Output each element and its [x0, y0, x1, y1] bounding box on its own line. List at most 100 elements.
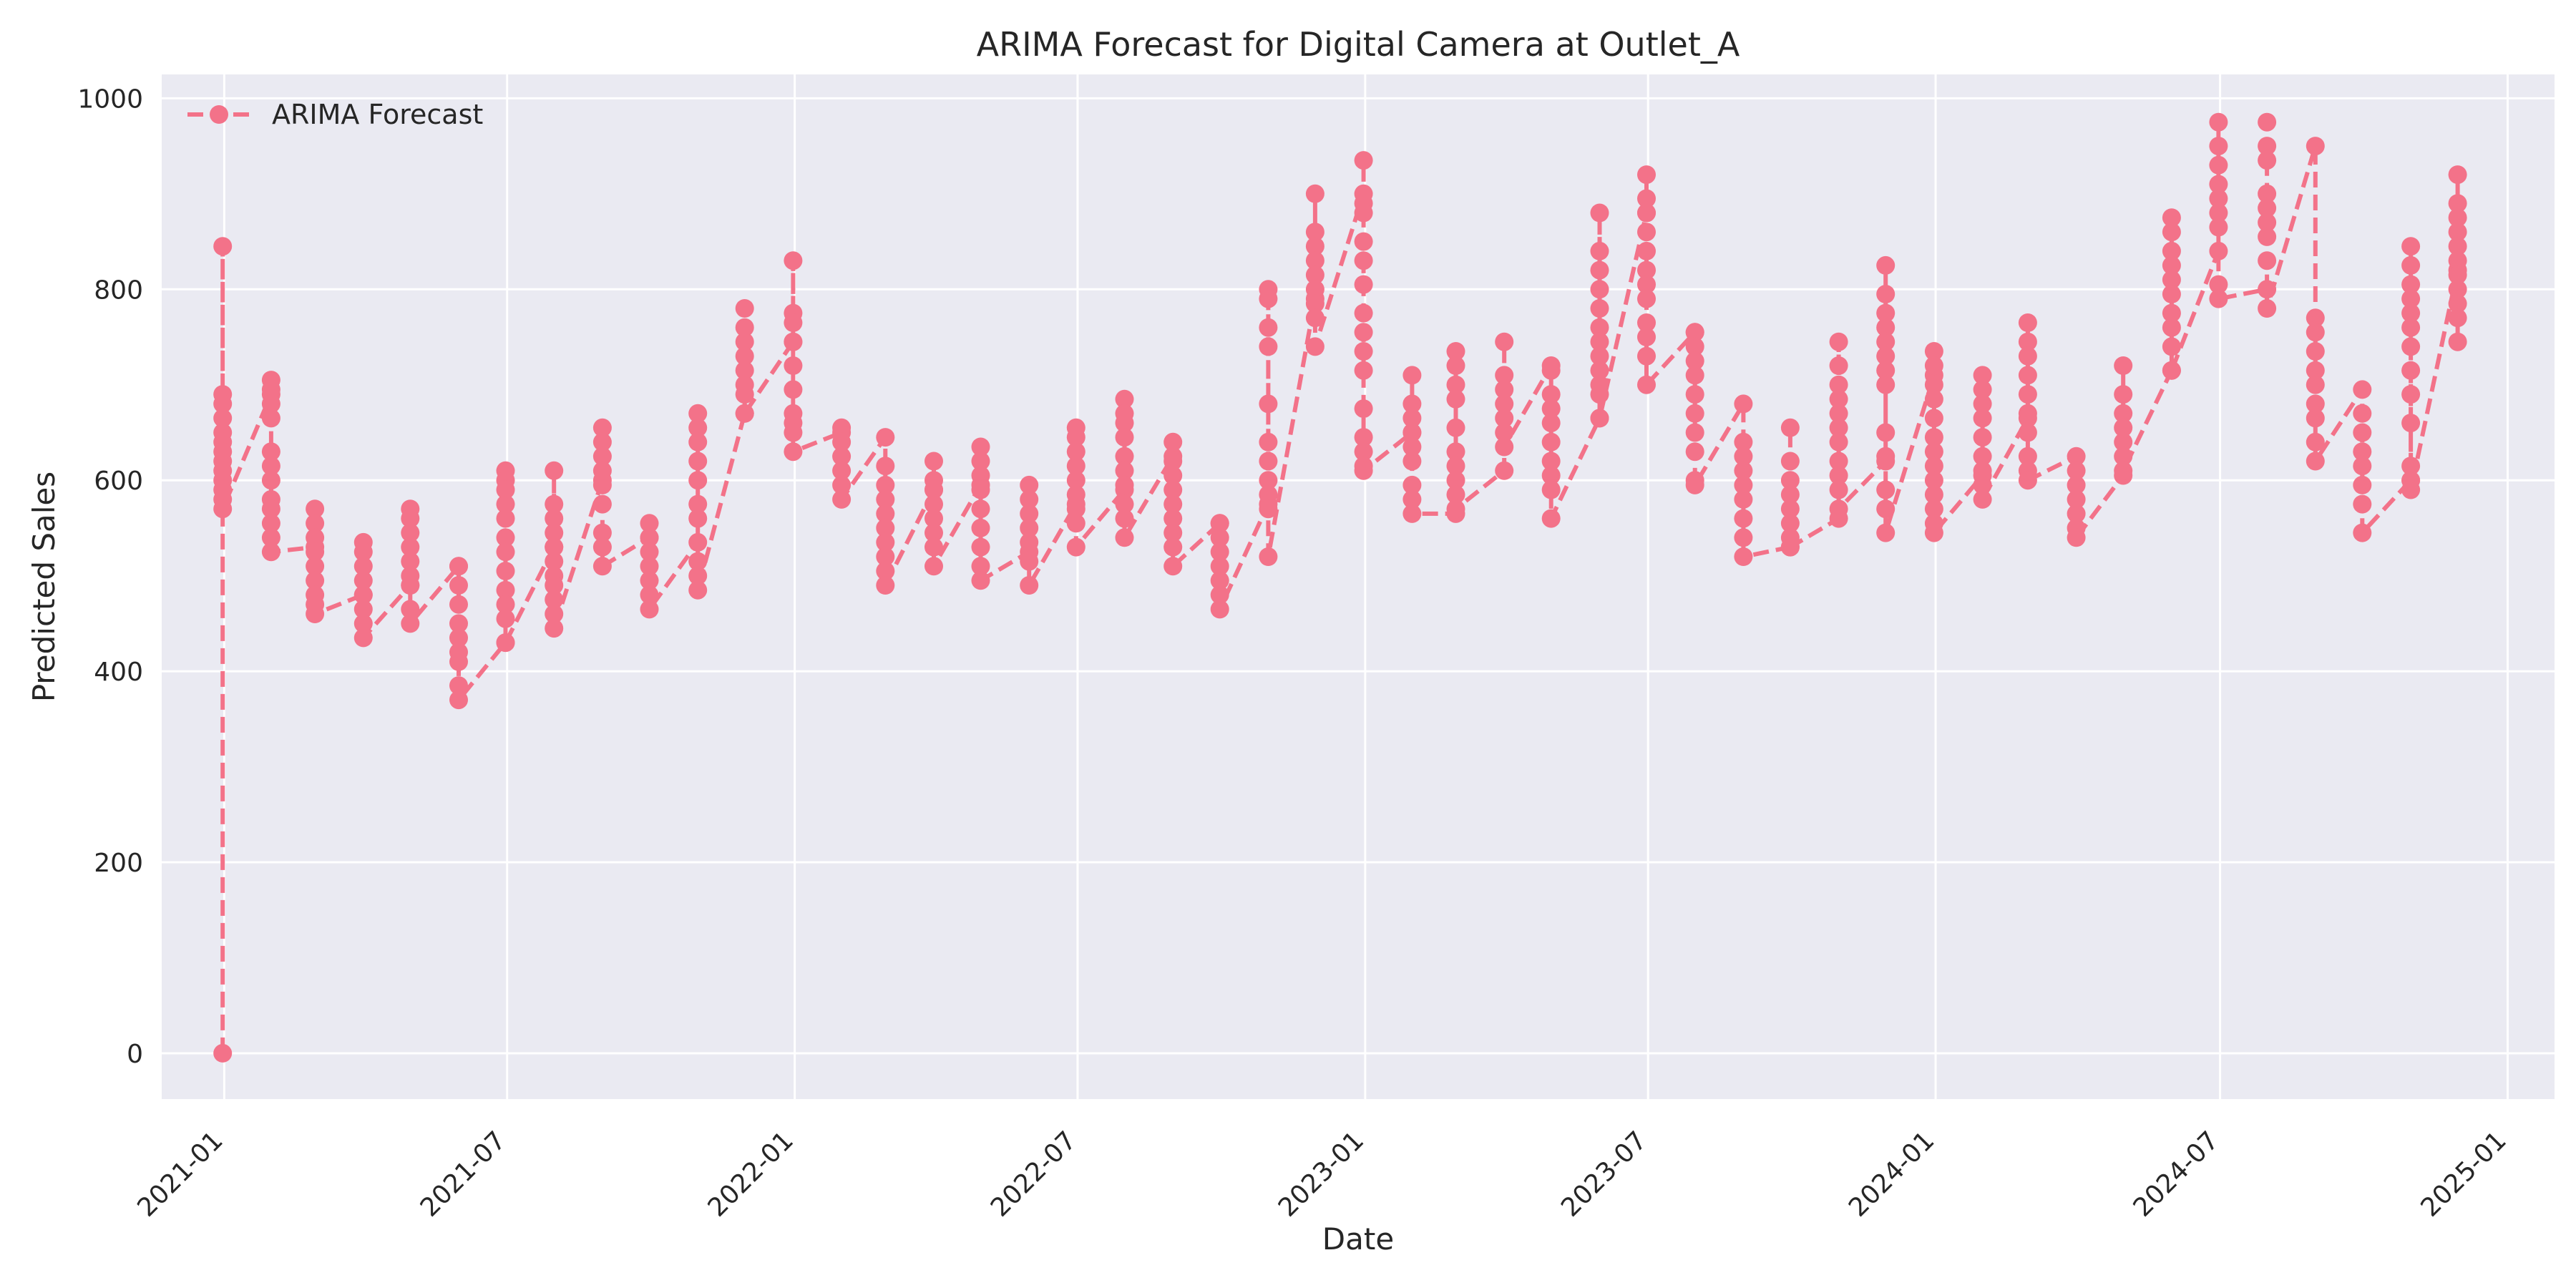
data-point: [2067, 528, 2086, 547]
data-point: [1495, 437, 1514, 457]
data-point: [1973, 380, 1992, 399]
data-point: [784, 313, 803, 332]
data-point: [1590, 385, 1609, 404]
data-point: [1590, 332, 1609, 351]
data-point: [735, 299, 754, 318]
data-point: [1829, 480, 1848, 499]
data-point: [2018, 447, 2037, 466]
data-point: [1876, 303, 1896, 323]
data-point: [1780, 452, 1800, 471]
data-point: [1829, 332, 1848, 351]
data-point: [1115, 494, 1134, 514]
data-point: [640, 571, 659, 590]
data-point: [1115, 428, 1134, 447]
data-point: [876, 428, 895, 447]
data-point: [1495, 380, 1514, 399]
data-point: [592, 418, 612, 437]
data-point: [1446, 356, 1465, 375]
data-point: [2114, 447, 2133, 466]
data-point: [1973, 409, 1992, 428]
data-point: [1973, 489, 1992, 509]
data-point: [1259, 499, 1278, 519]
data-point: [1734, 547, 1753, 566]
data-point: [449, 557, 468, 576]
data-point: [2306, 394, 2325, 414]
data-point: [2306, 137, 2325, 156]
data-point: [1354, 203, 1373, 223]
data-point: [213, 237, 233, 256]
data-point: [2306, 432, 2325, 452]
data-point: [2258, 151, 2277, 170]
data-point: [592, 475, 612, 494]
data-point: [832, 418, 852, 437]
data-point: [353, 585, 373, 605]
data-point: [1829, 466, 1848, 485]
data-point: [1590, 318, 1609, 337]
data-point: [1924, 485, 1943, 504]
data-point: [1590, 361, 1609, 380]
data-point: [213, 499, 233, 519]
data-point: [2306, 375, 2325, 394]
data-point: [2018, 366, 2037, 385]
data-point: [1115, 528, 1134, 547]
data-point: [924, 523, 943, 542]
data-point: [1020, 552, 1039, 571]
data-point: [2448, 265, 2467, 285]
data-point: [640, 585, 659, 605]
data-point: [1354, 323, 1373, 342]
data-point: [1210, 600, 1229, 619]
data-point: [401, 509, 420, 528]
data-point: [2018, 346, 2037, 366]
legend-marker: [210, 105, 228, 124]
y-tick-label: 0: [127, 1040, 143, 1069]
data-point: [1402, 394, 1422, 414]
data-point: [2401, 303, 2421, 323]
data-point: [2162, 255, 2181, 275]
data-point: [353, 542, 373, 562]
data-point: [2401, 255, 2421, 275]
data-point: [1876, 332, 1896, 351]
data-point: [2067, 475, 2086, 494]
x-axis-label: Date: [1322, 1221, 1394, 1257]
data-point: [1924, 523, 1943, 542]
data-point: [261, 394, 280, 414]
data-point: [1402, 475, 1422, 494]
data-point: [2209, 137, 2228, 156]
data-point: [832, 475, 852, 494]
data-point: [1924, 342, 1943, 361]
data-point: [2258, 280, 2277, 299]
data-point: [2209, 175, 2228, 194]
data-point: [1590, 203, 1609, 223]
data-point: [1305, 237, 1324, 256]
data-point: [832, 461, 852, 480]
data-point: [876, 518, 895, 537]
data-point: [1020, 475, 1039, 494]
data-point: [1446, 442, 1465, 462]
data-point: [1973, 461, 1992, 480]
data-point: [1402, 452, 1422, 471]
data-point: [1541, 414, 1561, 433]
data-point: [1924, 389, 1943, 409]
data-point: [401, 537, 420, 557]
data-point: [1637, 241, 1656, 260]
data-point: [2114, 432, 2133, 452]
data-point: [2162, 318, 2181, 337]
data-point: [1066, 499, 1085, 519]
data-point: [496, 528, 515, 547]
data-point: [2353, 457, 2372, 476]
data-point: [1924, 457, 1943, 476]
data-point: [924, 494, 943, 514]
data-point: [1495, 409, 1514, 428]
data-point: [1876, 375, 1896, 394]
data-point: [1210, 528, 1229, 547]
data-point: [2401, 480, 2421, 499]
data-point: [2353, 523, 2372, 542]
data-point: [545, 461, 564, 480]
data-point: [1829, 432, 1848, 452]
data-point: [1829, 356, 1848, 375]
data-point: [2401, 237, 2421, 256]
data-point: [1305, 265, 1324, 285]
data-point: [1924, 442, 1943, 462]
data-point: [1495, 366, 1514, 385]
data-point: [1924, 499, 1943, 519]
